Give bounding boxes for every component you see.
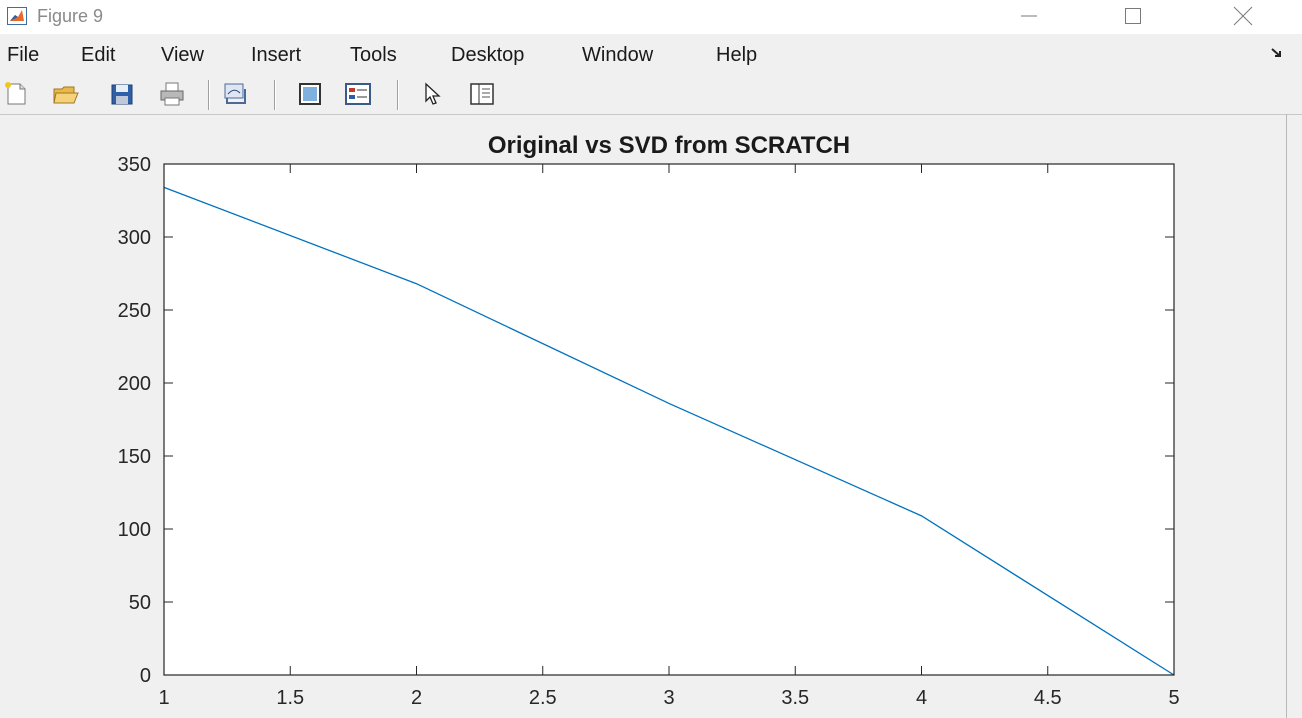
x-tick-label: 1.5 <box>276 687 304 709</box>
save-icon[interactable] <box>106 79 138 109</box>
menu-bar: File Edit View Insert Tools Desktop Wind… <box>0 34 1302 76</box>
x-tick-label: 4.5 <box>1034 687 1062 709</box>
edit-plot-pointer-icon[interactable] <box>416 79 448 109</box>
insert-colorbar-icon[interactable] <box>294 79 326 109</box>
figure-canvas: 1 1.5 2 2.5 3 3.5 4 4.5 5 0 50 100 150 200 250 300 350 O… <box>0 115 1286 718</box>
plot-title: Original vs SVD from SCRATCH <box>488 132 850 159</box>
insert-legend-icon[interactable] <box>342 79 374 109</box>
x-tick-label: 5 <box>1168 687 1179 709</box>
y-tick-label: 200 <box>118 373 151 395</box>
menu-view[interactable]: View <box>161 44 204 66</box>
y-tick-label: 0 <box>140 665 151 687</box>
menu-window[interactable]: Window <box>582 44 654 66</box>
title-bar: Figure 9 <box>0 0 1302 34</box>
x-tick-label: 2 <box>411 687 422 709</box>
window-title: Figure 9 <box>37 6 104 26</box>
matlab-icon <box>7 7 27 25</box>
y-tick-label: 150 <box>118 446 151 468</box>
x-tick-label: 3.5 <box>781 687 809 709</box>
open-file-icon[interactable] <box>50 79 82 109</box>
print-icon[interactable] <box>156 79 188 109</box>
property-inspector-icon[interactable] <box>466 79 498 109</box>
y-tick-label: 50 <box>129 592 151 614</box>
dock-arrow-icon[interactable] <box>1270 46 1284 65</box>
axes-background <box>164 164 1174 675</box>
maximize-icon <box>1125 8 1141 24</box>
menu-desktop[interactable]: Desktop <box>451 44 525 66</box>
y-tick-label: 100 <box>118 519 151 541</box>
menu-file[interactable]: File <box>7 44 40 66</box>
new-figure-icon[interactable] <box>0 79 32 109</box>
series-line <box>163 186 1175 676</box>
menu-help[interactable]: Help <box>716 44 758 66</box>
maximize-button[interactable] <box>1104 0 1162 32</box>
close-icon <box>1233 6 1253 26</box>
minimize-icon <box>1021 15 1037 17</box>
y-tick-label: 250 <box>118 300 151 322</box>
x-tick-label: 3 <box>663 687 674 709</box>
x-tick-label: 2.5 <box>529 687 557 709</box>
menu-tools[interactable]: Tools <box>350 44 397 66</box>
axes-frame <box>163 163 1175 676</box>
x-tick-label: 4 <box>916 687 927 709</box>
close-button[interactable] <box>1214 0 1272 32</box>
menu-insert[interactable]: Insert <box>251 44 302 66</box>
toolbar <box>0 76 1302 114</box>
y-tick-label: 350 <box>118 154 151 176</box>
y-tick-label: 300 <box>118 227 151 249</box>
link-plot-icon[interactable] <box>219 79 251 109</box>
minimize-button[interactable] <box>1000 0 1058 32</box>
x-tick-label: 1 <box>158 687 169 709</box>
menu-edit[interactable]: Edit <box>81 44 116 66</box>
